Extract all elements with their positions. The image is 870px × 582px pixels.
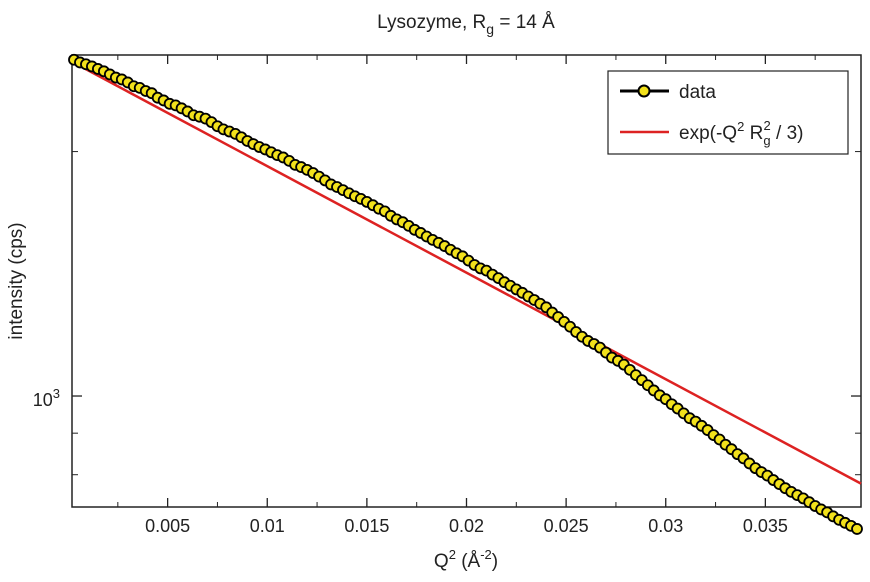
legend-fit-sup2: 2	[764, 118, 771, 133]
x-axis-label-sup: 2	[449, 547, 456, 562]
legend-label-fit: exp(-Q2 Rg2 / 3)	[679, 118, 804, 148]
x-tick-label: 0.005	[145, 516, 190, 536]
legend-fit-c: / 3)	[771, 123, 804, 144]
x-tick-label: 0.03	[648, 516, 683, 536]
legend-data-marker	[637, 84, 651, 98]
legend-box	[607, 70, 849, 155]
y-tick-label: 103	[33, 386, 60, 410]
legend-fit-a: exp(-Q	[679, 123, 737, 144]
chart-title-main: Lysozyme, R	[377, 12, 486, 33]
x-axis-label-sup2: -2	[480, 547, 492, 562]
chart-title: Lysozyme, Rg = 14 Å	[377, 12, 555, 37]
chart-title-tail: = 14 Å	[494, 12, 555, 33]
y-axis-label: intensity (cps)	[6, 222, 27, 339]
x-tick-label: 0.02	[449, 516, 484, 536]
legend-label-data: data	[679, 82, 716, 103]
y-tick-label-exp: 3	[53, 386, 60, 401]
x-tick-label: 0.035	[743, 516, 788, 536]
x-axis-label-main: Q	[434, 551, 449, 572]
fit-series-line	[71, 60, 862, 485]
x-tick-label: 0.01	[250, 516, 285, 536]
x-axis-label-tail: )	[492, 551, 498, 572]
chart-title-sub: g	[486, 21, 494, 37]
legend-fit-sup1: 2	[737, 119, 744, 134]
legend-fit-b: R	[744, 123, 763, 144]
legend: data exp(-Q2 Rg2 / 3)	[607, 70, 849, 155]
data-point	[851, 523, 863, 535]
legend-fit-sub: g	[763, 133, 770, 148]
y-tick-label-base: 10	[33, 390, 53, 410]
x-axis-label-mid: (Å	[456, 551, 481, 572]
x-tick-label: 0.015	[344, 516, 389, 536]
x-tick-label: 0.025	[544, 516, 589, 536]
x-axis-label: Q2 (Å-2)	[434, 547, 498, 572]
